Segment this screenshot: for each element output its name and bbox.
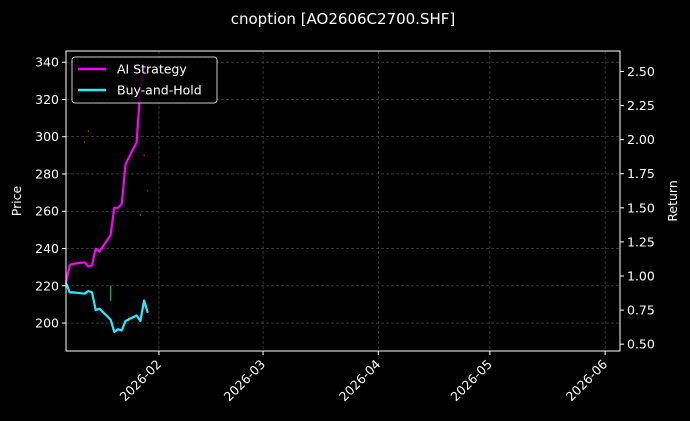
chart-title: cnoption [AO2606C2700.SHF] [231,10,455,28]
y2-tick-label: 1.50 [627,200,655,215]
y-tick-label: 220 [35,278,59,293]
x-axis: 2026-02 2026-03 2026-04 2026-05 2026-06 [117,351,611,405]
y-tick-label: 340 [35,55,59,70]
y2-axis-label: Return [665,180,680,221]
y2-tick-label: 0.75 [627,303,655,318]
y2-tick-label: 0.50 [627,337,655,352]
legend: AI Strategy Buy-and-Hold [71,56,218,104]
y-tick-label: 260 [35,204,59,219]
y2-tick-label: 1.75 [627,166,655,181]
legend-box [71,56,218,104]
y2-tick-label: 2.50 [627,64,655,79]
y-tick-label: 320 [35,92,59,107]
series-lines [64,70,149,333]
y-tick-label: 280 [35,166,59,181]
x-tick-label: 2026-02 [117,357,165,405]
x-tick-label: 2026-04 [336,356,384,404]
y-tick-label: 240 [35,241,59,256]
y-axis-label: Price [9,185,24,216]
y-axis-left: 200 220 240 260 280 300 320 340 [35,55,66,331]
y2-tick-label: 1.00 [627,269,655,284]
y-axis-right: 0.50 0.75 1.00 1.25 1.50 1.75 2.00 2.25 2.50 [620,64,655,352]
x-tick-label: 2026-05 [447,357,495,405]
legend-label-buy-and-hold: Buy-and-Hold [117,83,202,98]
y2-tick-label: 1.25 [627,234,655,249]
x-tick-label: 2026-03 [221,357,269,405]
y2-tick-label: 2.00 [627,132,655,147]
plot-frame [65,50,621,352]
price-marks [83,130,149,301]
series-line-buy-and-hold [64,282,149,333]
legend-label-ai-strategy: AI Strategy [117,62,187,77]
x-tick-label: 2026-06 [563,356,611,404]
y2-tick-label: 2.25 [627,98,655,113]
y-tick-label: 200 [35,316,59,331]
y-tick-label: 300 [35,129,59,144]
series-line-ai-strategy [64,70,149,284]
